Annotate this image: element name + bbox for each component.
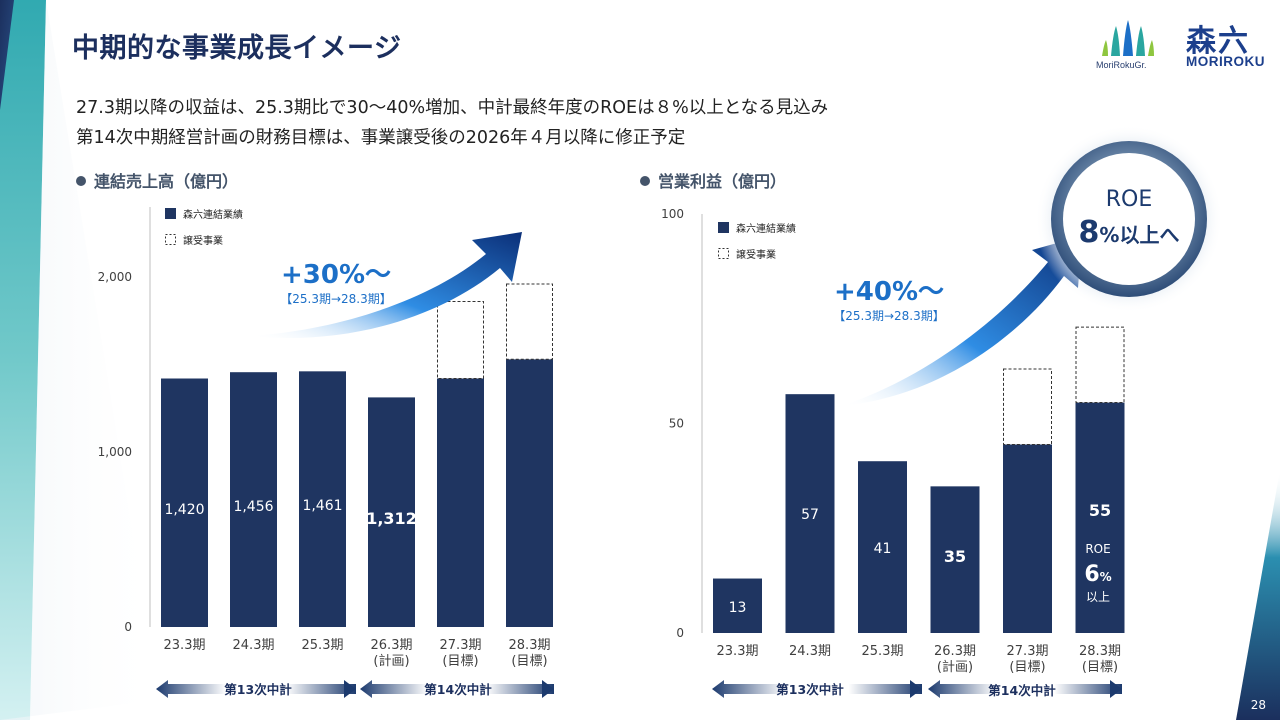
roe-mini-sublabel: 以上: [1086, 590, 1110, 604]
bar-consolidated: [368, 397, 415, 627]
x-tick-label: (目標): [442, 654, 478, 669]
roe-mini-value: 6%: [1084, 562, 1111, 587]
x-tick-label: 27.3期: [1007, 644, 1049, 659]
legend-label-acquired: 譲受事業: [183, 234, 223, 247]
legend-swatch-acquired: [165, 234, 176, 245]
bar-consolidated: [858, 461, 907, 633]
legend-label-consolidated: 森六連結業績: [183, 208, 243, 221]
group-logo-text: MoriRokuGr.: [1096, 60, 1147, 70]
x-tick-label: 27.3期: [440, 638, 482, 653]
subtitle-line-2: 第14次中期経営計画の財務目標は、事業譲受後の2026年４月以降に修正予定: [76, 128, 686, 148]
bar-consolidated: [930, 486, 980, 633]
plan14-label-left: 第14次中計: [424, 682, 492, 697]
page-number: 28: [1250, 698, 1266, 712]
plan13-arrow-right: [712, 680, 922, 698]
data-label: 1,420: [164, 502, 204, 518]
bar-acquired: [1003, 368, 1052, 445]
x-tick-label: 23.3期: [717, 644, 759, 659]
x-tick-label: 26.3期: [371, 638, 413, 653]
x-tick-label: 23.3期: [164, 638, 206, 653]
x-tick-label: 26.3期: [934, 644, 976, 659]
brand-logo-kanji: 森六: [1186, 24, 1250, 59]
bar-consolidated: [1003, 444, 1052, 633]
section-profit: 営業利益（億円）: [640, 168, 786, 192]
legend-label-acquired: 譲受事業: [736, 248, 776, 261]
x-tick-label: (目標): [1082, 660, 1118, 675]
legend-swatch-consolidated: [718, 222, 729, 233]
bar-consolidated: [161, 378, 208, 627]
x-tick-label: (計画): [937, 659, 973, 675]
x-tick-label: 24.3期: [789, 644, 831, 659]
brand-logo-text: MORIROKU: [1186, 54, 1265, 69]
subtitle-line-1: 27.3期以降の収益は、25.3期比で30～40%増加、中計最終年度のROEは８…: [76, 98, 829, 118]
data-label: 1,312: [366, 509, 417, 528]
bar-consolidated: [785, 394, 835, 633]
x-tick-label: (計画): [373, 653, 409, 669]
x-tick-label: 25.3期: [862, 644, 904, 659]
data-label: 13: [729, 600, 747, 616]
y-tick-label: 0: [124, 620, 132, 634]
y-tick-label: 2,000: [98, 270, 132, 284]
roe-badge-line1: ROE: [1106, 187, 1153, 212]
x-tick-label: 24.3期: [233, 638, 275, 653]
svg-text:8%以上へ: 8%以上へ: [1079, 215, 1180, 250]
bar-consolidated: [1075, 402, 1125, 633]
bar-acquired: [1075, 326, 1125, 404]
growth-sublabel: 【25.3期→28.3期】: [833, 309, 945, 323]
x-tick-label: 25.3期: [302, 638, 344, 653]
growth-arrow-shape: [250, 232, 522, 339]
x-tick-label: 28.3期: [509, 638, 551, 653]
x-tick-label: (目標): [1009, 660, 1045, 675]
bar-consolidated: [230, 372, 277, 627]
group-logo-icon: [1102, 20, 1154, 56]
plan13-arrow-left: [156, 680, 356, 698]
data-label: 35: [944, 547, 966, 566]
bar-consolidated: [506, 359, 553, 627]
bar-acquired: [437, 301, 484, 379]
bullet-icon: [76, 176, 86, 186]
roe-badge: ROE 8%以上へ: [1035, 125, 1223, 313]
roe-badge-suffix: %以上へ: [1099, 223, 1179, 247]
plan14-arrow-right: [928, 680, 1122, 698]
bar-consolidated: [437, 378, 484, 627]
y-tick-label: 50: [669, 417, 684, 431]
legend-label-consolidated: 森六連結業績: [736, 222, 796, 235]
bullet-icon: [640, 176, 650, 186]
growth-label: +40%～: [834, 277, 944, 307]
growth-arrow: [250, 232, 522, 339]
bar-consolidated: [299, 371, 346, 627]
section-sales: 連結売上高（億円）: [76, 168, 238, 192]
x-tick-label: 28.3期: [1079, 644, 1121, 659]
data-label: 1,456: [233, 499, 273, 515]
roe-badge-number: 8: [1079, 215, 1100, 250]
plan13-label-right: 第13次中計: [776, 682, 844, 697]
plan13-label-left: 第13次中計: [224, 682, 292, 697]
section-profit-label: 営業利益（億円）: [658, 172, 787, 191]
x-tick-label: (目標): [511, 654, 547, 669]
bar-acquired: [506, 283, 553, 360]
legend-swatch-consolidated: [165, 208, 176, 219]
data-label: 1,461: [302, 498, 342, 514]
growth-label: +30%～: [281, 260, 391, 290]
legend-swatch-acquired: [718, 248, 729, 259]
y-tick-label: 0: [676, 626, 684, 640]
data-label: 57: [801, 507, 819, 523]
data-label: 41: [874, 541, 892, 557]
data-label: 55: [1089, 501, 1111, 520]
y-tick-label: 100: [661, 207, 684, 221]
section-sales-label: 連結売上高（億円）: [94, 172, 239, 191]
y-tick-label: 1,000: [98, 445, 132, 459]
page-title: 中期的な事業成長イメージ: [72, 33, 402, 64]
growth-sublabel: 【25.3期→28.3期】: [280, 292, 392, 306]
bar-consolidated: [713, 578, 762, 633]
roe-mini-label: ROE: [1085, 542, 1110, 556]
plan14-arrow-left: [360, 680, 554, 698]
plan14-label-right: 第14次中計: [988, 683, 1056, 698]
